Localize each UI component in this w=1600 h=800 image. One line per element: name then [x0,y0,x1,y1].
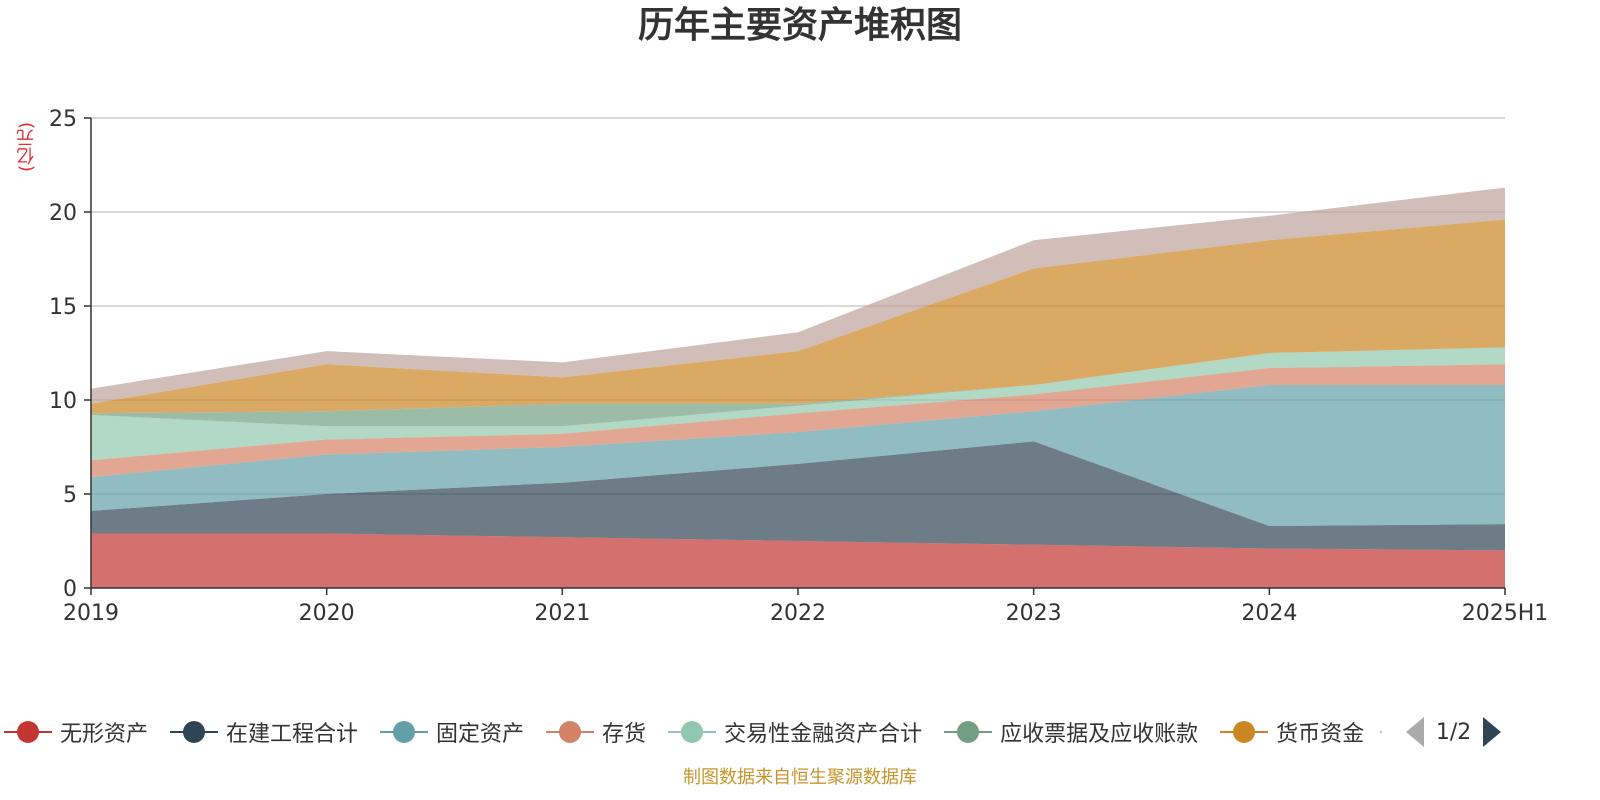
legend-next-page-icon[interactable] [1483,717,1502,747]
source-note: 制图数据来自恒生聚源数据库 [683,767,917,788]
area-series-3 [91,364,1505,478]
legend-item-monetary-funds[interactable]: 货币资金 [1220,716,1364,748]
y-tick-label: 20 [49,201,77,226]
x-tick-label: 2020 [299,601,355,626]
area-series-7 [91,187,1505,404]
legend-marker-icon [668,720,717,744]
area-series-5 [91,347,1505,427]
y-tick-label: 10 [49,389,77,414]
legend-label: 存货 [602,722,647,747]
x-tick-label: 2022 [770,601,826,626]
legend-marker-icon [944,720,993,744]
area-layer [91,187,1505,588]
x-tick-label: 2023 [1006,601,1062,626]
legend-label: 在建工程合计 [226,722,359,747]
legend-overflow-dot-icon: · [1378,721,1384,743]
legend-label: 交易性金融资产合计 [724,722,923,747]
y-tick-label: 15 [49,295,77,320]
legend-marker-icon [170,720,219,744]
y-tick-label: 5 [63,483,77,508]
legend-marker-icon [1220,720,1269,744]
legend-prev-page-icon[interactable] [1405,717,1424,747]
x-tick-label: 2024 [1241,601,1297,626]
axis-layer: 0 5 10 15 20 25 2019 2020 2021 2022 2023 2024 2025H1 [49,107,1548,626]
area-series-6 [91,219,1505,414]
area-series-2 [91,385,1505,526]
legend-marker-icon [546,720,595,744]
legend-marker-icon [380,720,429,744]
legend-pager: 1/2 [1405,717,1502,747]
legend-item-intangible-assets[interactable]: 无形资产 [4,716,148,748]
x-tick-label: 2019 [63,601,119,626]
area-series-0 [91,533,1505,588]
area-series-1 [91,441,1505,551]
legend-label: 无形资产 [60,722,149,747]
legend-item-inventory[interactable]: 存货 [546,716,646,748]
x-tick-label: 2021 [534,601,590,626]
legend-label: 应收票据及应收账款 [1000,722,1199,747]
legend-item-receivables[interactable]: 应收票据及应收账款 [944,716,1198,748]
legend-label: 货币资金 [1276,722,1365,747]
legend-item-fixed-assets[interactable]: 固定资产 [380,716,524,748]
legend-item-trading-financial-assets[interactable]: 交易性金融资产合计 [668,716,922,748]
legend-item-construction-in-progress[interactable]: 在建工程合计 [170,716,358,748]
legend-marker-icon [4,720,52,744]
y-tick-label: 0 [63,577,77,602]
chart-title: 历年主要资产堆积图 [637,5,962,46]
legend-page-indicator: 1/2 [1435,719,1472,745]
area-series-4 [91,347,1505,461]
stacked-area-chart: 0 5 10 15 20 25 2019 2020 2021 2022 2023 2024 2025H1 [49,107,1548,626]
y-tick-label: 25 [49,107,77,132]
legend: 无形资产 在建工程合计 固定资产 存货 交易性金融资产合计 应收票据及应收账款 … [0,712,1600,752]
x-tick-label: 2025H1 [1462,601,1549,626]
legend-label: 固定资产 [436,722,525,747]
